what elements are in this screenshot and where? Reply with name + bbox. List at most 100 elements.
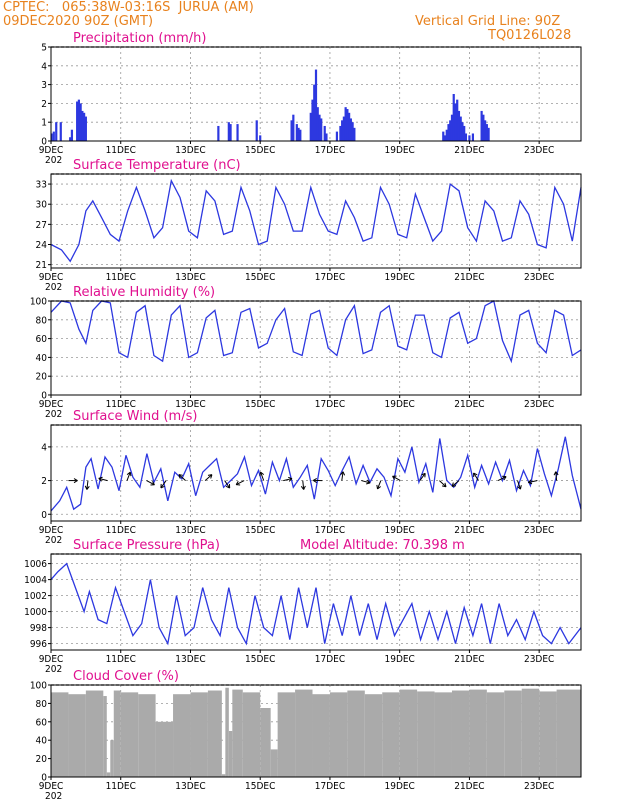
- panel-annotation: Model Altitude: 70.398 m: [300, 538, 465, 553]
- wind-arrow: [392, 475, 401, 482]
- x-tick-label: 23DEC: [524, 654, 554, 665]
- cloud-cover-bar: [382, 692, 400, 777]
- precip-bar: [325, 133, 328, 141]
- precip-bar: [447, 124, 450, 141]
- x-tick-label: 13DEC: [175, 272, 205, 283]
- cloud-cover-bar: [364, 694, 383, 777]
- x-tick-label: 17DEC: [315, 654, 345, 665]
- y-tick-label: 1004: [24, 575, 47, 586]
- cloud-cover-bar: [51, 692, 69, 777]
- precip-bar: [236, 124, 239, 141]
- y-tick-label: 4: [41, 442, 47, 453]
- panel-title: Relative Humidity (%): [73, 285, 215, 300]
- precip-bar: [346, 109, 349, 141]
- wind-arrow: [98, 477, 108, 482]
- chart-panel-4: Surface Wind (m/s) 0 2 4 9DEC 11DEC 13DEC 15DEC…: [39, 409, 582, 546]
- wind-arrow-head: [207, 474, 213, 479]
- x-tick-label: 23DEC: [524, 399, 554, 410]
- wind-arrow: [419, 473, 426, 481]
- precip-bar: [55, 122, 58, 141]
- x-tick-label: 19DEC: [385, 145, 415, 156]
- x-tick-label: 13DEC: [175, 654, 205, 665]
- x-tick-label: 19DEC: [385, 654, 415, 665]
- wind-arrow: [341, 471, 344, 481]
- cloud-cover-bar: [106, 772, 111, 777]
- cloud-cover-bar: [417, 691, 435, 777]
- cloud-cover-bar: [312, 694, 330, 777]
- wind-arrow: [146, 480, 155, 486]
- x-tick-label: 23DEC: [524, 272, 554, 283]
- x-tick-label: 9DEC: [39, 525, 64, 536]
- precip-bar: [255, 120, 258, 141]
- precip-bar: [445, 129, 448, 141]
- precip-bar: [487, 127, 490, 141]
- wind-arrow-head: [126, 471, 132, 477]
- cloud-cover-bar: [521, 688, 540, 777]
- x-tick-label: 15DEC: [245, 525, 275, 536]
- x-tick-label: 21DEC: [454, 399, 484, 410]
- cloud-cover-bar: [260, 708, 271, 777]
- x-tick-label: 19DEC: [385, 399, 415, 410]
- cloud-cover-bar: [155, 721, 174, 777]
- x-year-label: 202: [45, 791, 62, 800]
- series-line: [50, 300, 582, 364]
- cloud-cover-bar: [504, 690, 522, 777]
- precip-bar: [323, 125, 326, 141]
- wind-arrow-head: [421, 472, 426, 478]
- x-tick-label: 21DEC: [454, 272, 484, 283]
- x-year-label: 202: [45, 155, 62, 166]
- x-tick-label: 17DEC: [315, 272, 345, 283]
- y-tick-label: 4: [41, 61, 47, 72]
- precip-bar: [450, 114, 454, 141]
- chart-panel-6: Cloud Cover (%) 0 20 40 60 80 100 9DEC 11DEC 13DE…: [30, 669, 582, 800]
- x-tick-label: 17DEC: [315, 781, 345, 792]
- cloud-cover-bar: [221, 774, 226, 777]
- series-line: [50, 562, 582, 646]
- precip-bar: [351, 122, 354, 141]
- panel-title: Precipitation (mm/h): [73, 31, 206, 46]
- y-tick-label: 40: [36, 736, 48, 747]
- precip-bar: [297, 127, 300, 141]
- header-location: CPTEC: 065:38W-03:16S JURUA (AM): [3, 0, 254, 15]
- x-tick-label: 13DEC: [175, 525, 205, 536]
- y-tick-label: 1006: [24, 559, 47, 570]
- precip-bar: [70, 129, 74, 141]
- precip-bar: [320, 118, 323, 141]
- precip-bar: [309, 112, 312, 141]
- precip-bar: [485, 124, 488, 141]
- precip-bar: [484, 120, 487, 141]
- precip-bar: [353, 127, 356, 141]
- x-tick-label: 19DEC: [385, 781, 415, 792]
- precip-bar: [471, 133, 475, 141]
- x-year-label: 202: [45, 282, 62, 293]
- wind-arrow: [86, 480, 89, 490]
- cloud-cover-bar: [113, 690, 121, 777]
- x-tick-label: 13DEC: [175, 781, 205, 792]
- precip-bar: [81, 110, 84, 141]
- x-tick-label: 11DEC: [106, 525, 136, 536]
- y-tick-label: 33: [36, 180, 47, 191]
- wind-arrow-head: [473, 472, 478, 478]
- x-tick-label: 11DEC: [106, 399, 136, 410]
- precip-bar: [50, 133, 53, 141]
- x-tick-label: 15DEC: [245, 654, 275, 665]
- cloud-cover-bar: [399, 689, 418, 777]
- chart-panel-2: Surface Temperature (nC) 21 24 27 30 33 9DEC 11…: [36, 158, 582, 293]
- x-tick-label: 17DEC: [315, 399, 345, 410]
- cloud-cover-bar: [469, 689, 487, 777]
- wind-arrow-head: [235, 481, 241, 486]
- y-tick-label: 24: [36, 240, 48, 251]
- x-tick-label: 19DEC: [385, 272, 415, 283]
- precip-bar: [77, 99, 80, 141]
- cloud-cover-bar: [138, 694, 156, 777]
- y-tick-label: 5: [41, 43, 47, 54]
- x-tick-label: 17DEC: [315, 525, 345, 536]
- x-tick-label: 23DEC: [524, 145, 554, 156]
- wind-arrow-head: [340, 471, 346, 476]
- y-tick-label: 0: [41, 510, 47, 521]
- wind-arrow: [224, 480, 231, 489]
- precip-bar: [339, 125, 342, 141]
- cloud-cover-bar: [277, 692, 296, 777]
- precip-bar: [463, 125, 466, 141]
